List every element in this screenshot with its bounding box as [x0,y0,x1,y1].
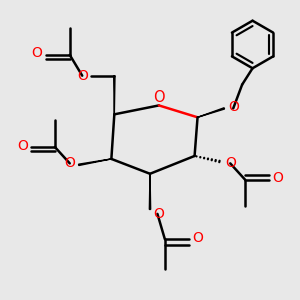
Polygon shape [79,159,111,166]
Text: O: O [228,100,239,114]
Text: O: O [225,156,236,170]
Polygon shape [149,174,151,209]
Text: O: O [31,46,42,60]
Text: O: O [17,139,28,152]
Text: O: O [154,207,164,221]
Text: O: O [77,69,88,83]
Polygon shape [198,108,224,117]
Text: O: O [272,171,283,185]
Text: O: O [153,90,165,105]
Polygon shape [114,76,115,114]
Text: O: O [192,231,203,245]
Text: O: O [64,156,75,170]
